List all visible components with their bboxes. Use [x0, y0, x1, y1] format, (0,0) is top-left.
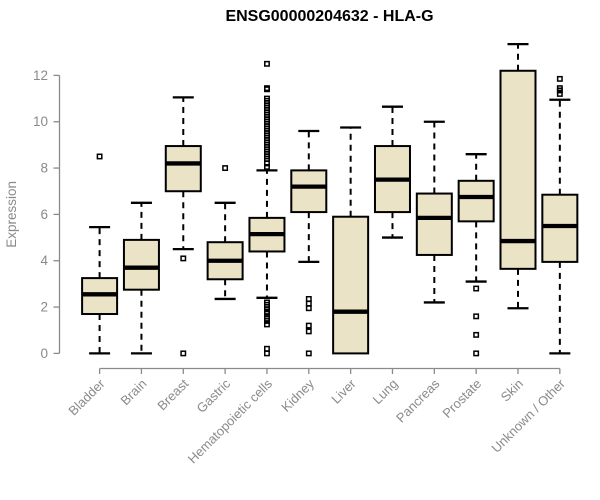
x-tick-label-prostate: Prostate — [439, 376, 484, 421]
outlier-point — [473, 331, 480, 338]
box-pancreas — [415, 120, 453, 304]
box-bladder — [81, 153, 119, 355]
y-tick-label: 0 — [40, 346, 48, 361]
iqr-box — [415, 192, 453, 256]
x-tick-label-kidney: Kidney — [278, 376, 317, 415]
outlier-point — [305, 328, 312, 335]
outlier-point — [264, 321, 270, 328]
box-brain — [122, 201, 160, 355]
box-skin — [499, 42, 537, 310]
outlier-point — [264, 309, 270, 316]
x-tick-label-unknown-other: Unknown / Other — [488, 376, 568, 456]
x-tick-label-pancreas: Pancreas — [393, 376, 443, 426]
y-tick-label: 10 — [33, 114, 48, 129]
box-liver — [332, 126, 370, 355]
iqr-box — [290, 169, 328, 214]
box-unknown-other — [541, 75, 579, 355]
x-tick-label-breast: Breast — [154, 376, 191, 413]
x-tick-label-gastric: Gastric — [194, 376, 234, 416]
outlier-point — [305, 322, 312, 329]
outlier-point — [264, 345, 270, 352]
outlier-point — [556, 87, 563, 94]
y-axis: 0 2 4 6 8 10 12 Expression — [4, 68, 61, 361]
outlier-point — [264, 163, 270, 170]
outlier-point — [180, 350, 187, 357]
box-hematopoietic-cells — [248, 60, 286, 357]
x-tick-label-skin: Skin — [498, 376, 526, 404]
x-tick-label-liver: Liver — [328, 376, 359, 407]
outlier-point — [264, 350, 270, 357]
y-tick-label: 2 — [40, 300, 48, 315]
box-kidney — [290, 129, 328, 357]
outlier-point — [556, 75, 563, 82]
outlier-point — [305, 350, 312, 357]
y-axis-title: Expression — [4, 181, 19, 248]
box-gastric — [206, 165, 244, 301]
outlier-point — [473, 313, 480, 320]
outlier-point — [180, 255, 187, 262]
outlier-point — [305, 300, 312, 307]
iqr-box — [457, 179, 495, 223]
outlier-point — [96, 153, 103, 160]
outlier-point — [264, 160, 270, 167]
y-tick-label: 6 — [40, 207, 48, 222]
y-tick-label: 12 — [33, 68, 48, 83]
outlier-point — [264, 60, 270, 67]
outlier-point — [473, 285, 480, 292]
box-prostate — [457, 153, 495, 357]
outlier-point — [305, 296, 312, 302]
iqr-box — [164, 145, 202, 193]
outlier-point — [556, 90, 563, 97]
iqr-box — [499, 69, 537, 270]
box-lung — [373, 105, 411, 239]
outlier-point — [264, 86, 270, 93]
iqr-box — [541, 193, 579, 263]
outlier-point — [473, 350, 480, 357]
y-tick-label: 4 — [40, 253, 48, 268]
iqr-box — [122, 238, 160, 291]
box-breast — [164, 96, 202, 357]
x-tick-label-brain: Brain — [117, 376, 149, 408]
x-tick-label-lung: Lung — [370, 376, 401, 407]
iqr-box — [332, 215, 370, 355]
chart-title: ENSG00000204632 - HLA-G — [225, 8, 434, 25]
outlier-point — [264, 318, 270, 324]
x-tick-label-bladder: Bladder — [65, 376, 108, 419]
outlier-point — [305, 305, 312, 312]
y-tick-label: 8 — [40, 161, 48, 176]
outlier-point — [222, 165, 229, 172]
